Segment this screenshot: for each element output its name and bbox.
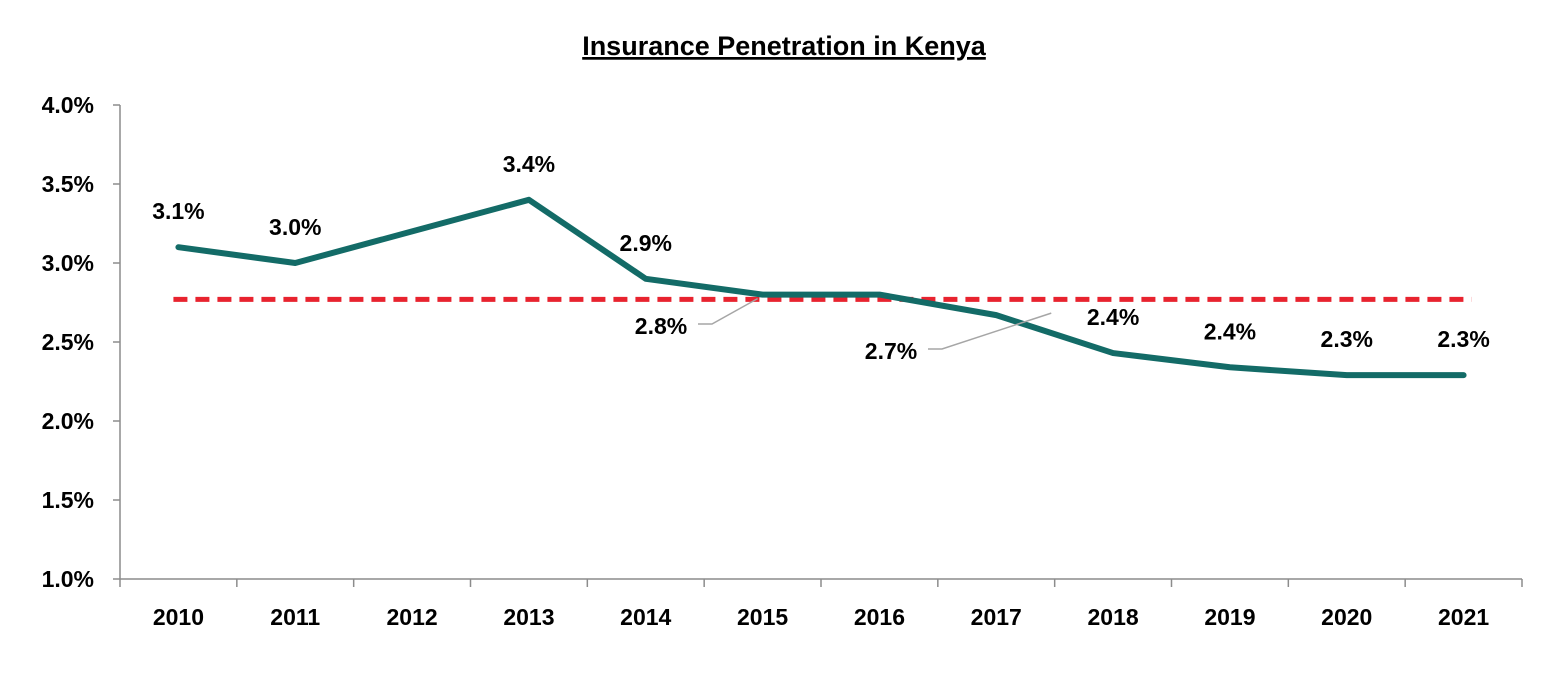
x-tick-label: 2012 xyxy=(386,604,437,630)
data-label: 3.4% xyxy=(503,151,555,177)
series-group xyxy=(175,196,1467,379)
x-tick-label: 2014 xyxy=(620,604,671,630)
y-tick-label: 3.5% xyxy=(42,171,94,197)
x-tick-label: 2018 xyxy=(1087,604,1138,630)
y-tick-label: 1.0% xyxy=(42,566,94,592)
data-label: 2.3% xyxy=(1437,326,1489,352)
data-label-leader-line xyxy=(698,297,758,325)
y-tick-label: 3.0% xyxy=(42,250,94,276)
x-tick-label: 2017 xyxy=(971,604,1022,630)
chart-title: Insurance Penetration in Kenya xyxy=(582,31,987,61)
data-label: 3.0% xyxy=(269,214,321,240)
x-tick-label: 2011 xyxy=(270,604,320,630)
y-tick-label: 1.5% xyxy=(42,487,94,513)
data-label-leader-line xyxy=(928,312,1052,350)
x-tick-label: 2019 xyxy=(1204,604,1255,630)
axes xyxy=(119,105,1522,580)
x-tick-label: 2013 xyxy=(503,604,554,630)
data-label: 2.4% xyxy=(1087,304,1139,330)
y-tick-label: 2.0% xyxy=(42,408,94,434)
data-label: 2.9% xyxy=(620,230,672,256)
x-tick-label: 2020 xyxy=(1321,604,1372,630)
data-label: 2.4% xyxy=(1204,318,1256,344)
y-tick-label: 4.0% xyxy=(42,92,94,118)
x-tick-label: 2015 xyxy=(737,604,788,630)
y-axis-ticks: 1.0% 1.5% 2.0% 2.5% 3.0% 3.5% 4.0% xyxy=(42,92,120,592)
data-label: 2.3% xyxy=(1321,326,1373,352)
x-axis-ticks: 2010 2011 2012 2013 2014 2015 2016 2017 2018 2019… xyxy=(119,579,1523,630)
data-labels: 3.1% 3.0% 3.4% 2.9% 2.8% 2.7% 2.4% 2.4% 2.3% 2.3% xyxy=(152,151,1490,364)
y-tick-label: 2.5% xyxy=(42,329,94,355)
data-label: 2.8% xyxy=(635,313,687,339)
series-line xyxy=(175,196,1467,379)
x-tick-label: 2021 xyxy=(1438,604,1489,630)
x-tick-label: 2010 xyxy=(153,604,204,630)
data-label: 2.7% xyxy=(865,338,917,364)
x-tick-label: 2016 xyxy=(854,604,905,630)
data-label: 3.1% xyxy=(152,198,204,224)
